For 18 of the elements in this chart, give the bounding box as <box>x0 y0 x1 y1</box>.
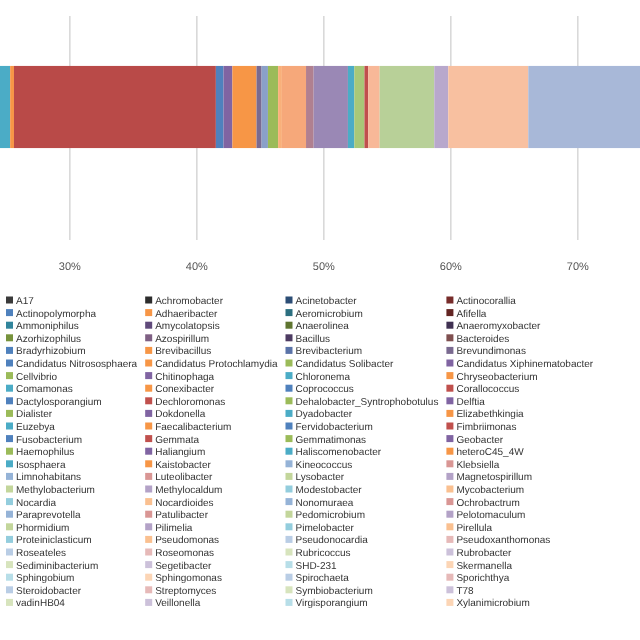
bar <box>261 65 268 149</box>
bar <box>215 65 224 149</box>
bar <box>368 65 380 149</box>
bar <box>232 65 257 149</box>
bar <box>13 65 216 149</box>
bar <box>379 65 435 149</box>
bar <box>434 65 449 149</box>
bar <box>223 65 233 149</box>
bar <box>267 65 279 149</box>
bar <box>256 65 262 149</box>
bar <box>313 65 348 149</box>
bar <box>281 65 307 149</box>
bar <box>306 65 314 149</box>
bar <box>0 65 11 149</box>
bar <box>347 65 355 149</box>
bar <box>354 65 365 149</box>
bar <box>528 65 640 149</box>
bar <box>448 65 529 149</box>
